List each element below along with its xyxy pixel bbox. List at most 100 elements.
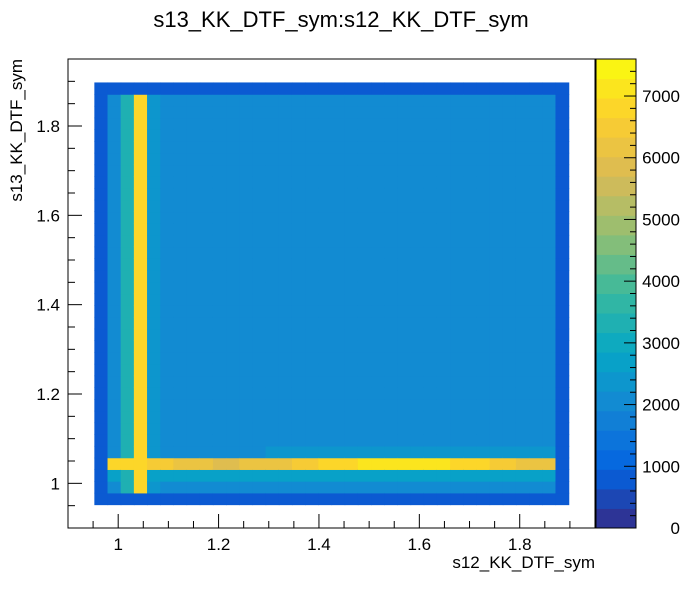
heatmap-cell bbox=[529, 469, 543, 482]
heatmap-cell bbox=[357, 164, 372, 177]
heatmap-cell bbox=[133, 375, 148, 388]
heatmap-cell bbox=[212, 152, 227, 166]
heatmap-cell bbox=[94, 187, 109, 201]
heatmap-cell bbox=[107, 328, 122, 341]
y-tick-label: 1.8 bbox=[36, 117, 60, 136]
heatmap-cell bbox=[252, 117, 267, 130]
heatmap-cell bbox=[371, 234, 385, 248]
heatmap-cell bbox=[371, 375, 385, 388]
heatmap-cell bbox=[410, 94, 425, 107]
heatmap-cell bbox=[318, 492, 333, 506]
heatmap-cell bbox=[331, 211, 346, 224]
heatmap-cell bbox=[357, 363, 372, 377]
heatmap-cell bbox=[120, 410, 135, 424]
heatmap-cell bbox=[463, 234, 478, 248]
heatmap-cell bbox=[160, 492, 174, 506]
heatmap-cell bbox=[410, 457, 425, 470]
heatmap-cell bbox=[305, 422, 319, 435]
color-scale-step bbox=[596, 371, 636, 392]
heatmap-cell bbox=[186, 410, 201, 424]
heatmap-cell bbox=[239, 387, 254, 400]
heatmap-cell bbox=[212, 199, 227, 213]
heatmap-cell bbox=[291, 234, 306, 248]
heatmap-cell bbox=[265, 281, 280, 295]
y-tick-label: 1.4 bbox=[36, 296, 60, 315]
heatmap-cell bbox=[397, 152, 412, 166]
heatmap-cell bbox=[436, 211, 451, 224]
heatmap-cell bbox=[318, 375, 333, 388]
heatmap-cell bbox=[147, 129, 161, 142]
heatmap-cell bbox=[186, 234, 201, 248]
heatmap-cell bbox=[384, 469, 398, 482]
color-scale-axis: 0 1000 2000 3000 4000 5000 6000 7000 bbox=[624, 58, 680, 538]
heatmap-cell bbox=[160, 105, 174, 119]
heatmap-cell bbox=[305, 399, 319, 412]
heatmap-cell bbox=[305, 105, 319, 119]
color-scale-step bbox=[596, 352, 636, 373]
heatmap-cell bbox=[344, 82, 359, 95]
heatmap-cell bbox=[529, 223, 543, 236]
heatmap-cell bbox=[226, 281, 240, 295]
heatmap-cell bbox=[450, 399, 464, 412]
heatmap-cell bbox=[410, 352, 425, 365]
heatmap-cell bbox=[265, 94, 280, 107]
heatmap-cell bbox=[344, 410, 359, 424]
heatmap-cell bbox=[186, 82, 201, 95]
heatmap-cell bbox=[476, 316, 491, 330]
heatmap-cell bbox=[265, 316, 280, 330]
heatmap-cell bbox=[371, 340, 385, 353]
heatmap-cell bbox=[371, 176, 385, 189]
heatmap-cell bbox=[529, 434, 543, 447]
heatmap-cell bbox=[384, 281, 398, 295]
x-axis: 1 1.2 1.4 1.6 1.8 bbox=[67, 514, 596, 554]
heatmap-cell bbox=[160, 270, 174, 283]
heatmap-cell bbox=[265, 223, 280, 236]
heatmap-cell bbox=[305, 363, 319, 377]
heatmap-cell bbox=[436, 152, 451, 166]
heatmap-cell bbox=[291, 434, 306, 447]
heatmap-cell bbox=[357, 422, 372, 435]
heatmap-cell bbox=[173, 105, 188, 119]
heatmap-cell bbox=[410, 223, 425, 236]
heatmap-cell bbox=[160, 141, 174, 154]
heatmap-cell bbox=[147, 141, 161, 154]
heatmap-cell bbox=[160, 363, 174, 377]
heatmap-cell bbox=[344, 305, 359, 318]
heatmap-cell bbox=[199, 305, 214, 318]
heatmap-cell bbox=[397, 223, 412, 236]
heatmap-cell bbox=[199, 387, 214, 400]
heatmap-cell bbox=[371, 387, 385, 400]
heatmap-cell bbox=[94, 164, 109, 177]
heatmap-cell bbox=[133, 387, 148, 400]
heatmap-cell bbox=[331, 105, 346, 119]
heatmap-cell bbox=[252, 434, 267, 447]
heatmap-cell bbox=[278, 457, 293, 470]
heatmap-cell bbox=[502, 352, 517, 365]
heatmap-cell bbox=[291, 340, 306, 353]
heatmap-cell bbox=[476, 176, 491, 189]
heatmap-cell bbox=[450, 281, 464, 295]
heatmap-cell bbox=[120, 434, 135, 447]
heatmap-cell bbox=[265, 434, 280, 447]
heatmap-cell bbox=[212, 434, 227, 447]
heatmap-cell bbox=[555, 141, 570, 154]
heatmap-cell bbox=[199, 164, 214, 177]
heatmap-cell bbox=[133, 305, 148, 318]
heatmap-cell bbox=[502, 434, 517, 447]
heatmap-cell bbox=[252, 363, 267, 377]
heatmap-cell bbox=[344, 340, 359, 353]
color-scale-step bbox=[596, 488, 636, 509]
heatmap-cell bbox=[384, 434, 398, 447]
heatmap-cell bbox=[94, 129, 109, 142]
heatmap-cell bbox=[239, 492, 254, 506]
heatmap-cell bbox=[331, 141, 346, 154]
heatmap-cell bbox=[384, 246, 398, 259]
heatmap-cell bbox=[357, 129, 372, 142]
heatmap-cell bbox=[423, 399, 438, 412]
heatmap-cell bbox=[120, 305, 135, 318]
heatmap-cell bbox=[489, 105, 504, 119]
heatmap-cell bbox=[133, 281, 148, 295]
heatmap-cell bbox=[555, 82, 570, 95]
heatmap-cell bbox=[239, 246, 254, 259]
heatmap-cell bbox=[371, 141, 385, 154]
